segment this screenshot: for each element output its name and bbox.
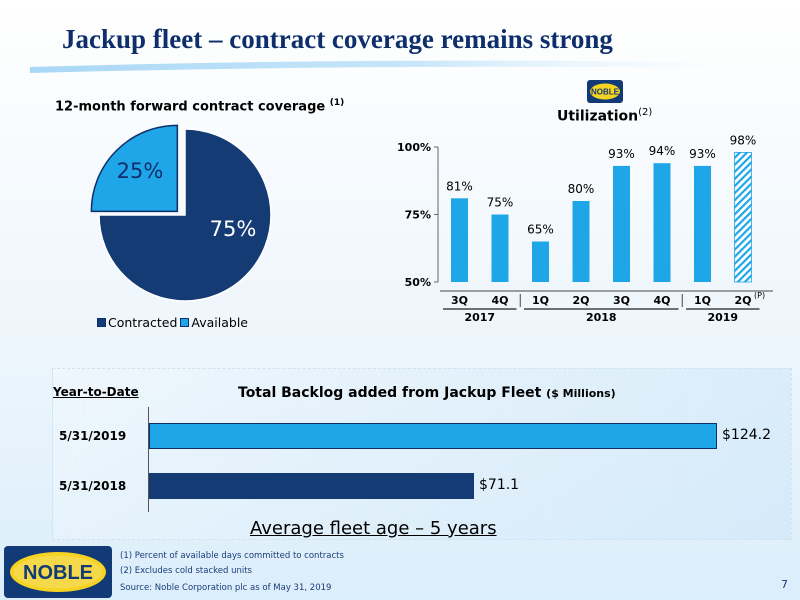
utilization-bar-projected	[734, 151, 752, 283]
utilization-value-label: 81%	[446, 179, 473, 193]
legend-label-contracted: Contracted	[108, 315, 178, 330]
y-tick-label: 75%	[405, 209, 431, 222]
noble-logo-text: NOBLE	[23, 562, 93, 584]
backlog-category-label: 5/31/2019	[59, 429, 127, 443]
utilization-bar	[694, 165, 711, 282]
legend-swatch-contracted	[97, 318, 106, 327]
average-fleet-age: Average fleet age – 5 years	[250, 518, 497, 539]
year-to-date-label: Year-to-Date	[53, 385, 139, 399]
projection-note: (P)	[754, 291, 765, 300]
legend-swatch-available	[180, 318, 190, 327]
backlog-chart-title: Total Backlog added from Jackup Fleet ($…	[238, 385, 616, 401]
x-tick-label: 4Q	[491, 294, 508, 307]
x-tick-label: 3Q	[613, 294, 630, 307]
pie-slice-available	[90, 124, 179, 213]
backlog-axis-line	[148, 407, 149, 512]
pie-chart-title: 12-month forward contract coverage (1)	[55, 98, 345, 115]
backlog-category-label: 5/31/2018	[59, 479, 127, 493]
utilization-bar	[653, 163, 671, 282]
y-tick-label: 100%	[397, 141, 431, 154]
source-note: Source: Noble Corporation plc as of May …	[120, 583, 332, 593]
footnote-2: (2) Excludes cold stacked units	[120, 566, 252, 576]
title-underline-swoosh	[30, 60, 790, 73]
legend-item-available: Available	[180, 315, 248, 330]
x-tick-label: 3Q	[451, 294, 468, 307]
utilization-bar-chart: 100% 75% 50% 81% 75% 65% 80% 93% 94% 93% 98% 3Q 4Q 1Q…	[397, 133, 773, 324]
x-tick-label: 4Q	[653, 294, 670, 307]
slide-title: Jackup fleet – contract coverage remains…	[62, 24, 613, 54]
backlog-bar	[149, 473, 474, 499]
utilization-value-label: 65%	[527, 223, 554, 237]
x-tick-label: 2Q	[572, 294, 589, 307]
x-tick-label: 1Q	[532, 294, 549, 307]
y-tick-label: 50%	[405, 276, 431, 289]
utilization-value-label: 80%	[568, 182, 595, 196]
year-group-label: 2019	[707, 311, 738, 324]
backlog-panel	[52, 368, 792, 540]
utilization-value-label: 93%	[608, 147, 635, 161]
utilization-value-label: 93%	[689, 147, 716, 161]
utilization-value-label: 75%	[487, 196, 514, 210]
legend-item-contracted: Contracted	[97, 315, 177, 330]
utilization-bar	[613, 165, 630, 282]
page-number: 7	[781, 578, 788, 591]
year-group-label: 2017	[464, 311, 495, 324]
x-tick-label: 2Q	[734, 294, 751, 307]
utilization-value-label: 94%	[649, 144, 676, 158]
backlog-value-label: $71.1	[479, 477, 520, 493]
backlog-bar	[149, 423, 717, 449]
backlog-value-label: $124.2	[722, 427, 771, 443]
utilization-value-label: 98%	[730, 133, 757, 147]
contract-coverage-pie-chart: 75% 25%	[90, 124, 272, 302]
utilization-bar	[532, 241, 549, 282]
footnote-1: (1) Percent of available days committed …	[120, 551, 344, 561]
pie-label-contracted: 75%	[210, 217, 257, 241]
pie-legend: Contracted Available	[97, 315, 251, 330]
year-group-label: 2018	[586, 311, 617, 324]
noble-logo: NOBLE	[4, 546, 112, 598]
utilization-bar	[572, 201, 590, 282]
utilization-bar	[451, 198, 468, 282]
pie-slice-contracted	[98, 128, 272, 302]
pie-label-available: 25%	[117, 159, 164, 183]
x-tick-label: 1Q	[694, 294, 711, 307]
utilization-chart-title: Utilization(2)	[557, 107, 653, 125]
noble-small-logo: NOBLE	[587, 80, 623, 103]
noble-small-logo-text: NOBLE	[591, 88, 620, 97]
utilization-bar	[491, 214, 509, 282]
legend-label-available: Available	[191, 315, 248, 330]
